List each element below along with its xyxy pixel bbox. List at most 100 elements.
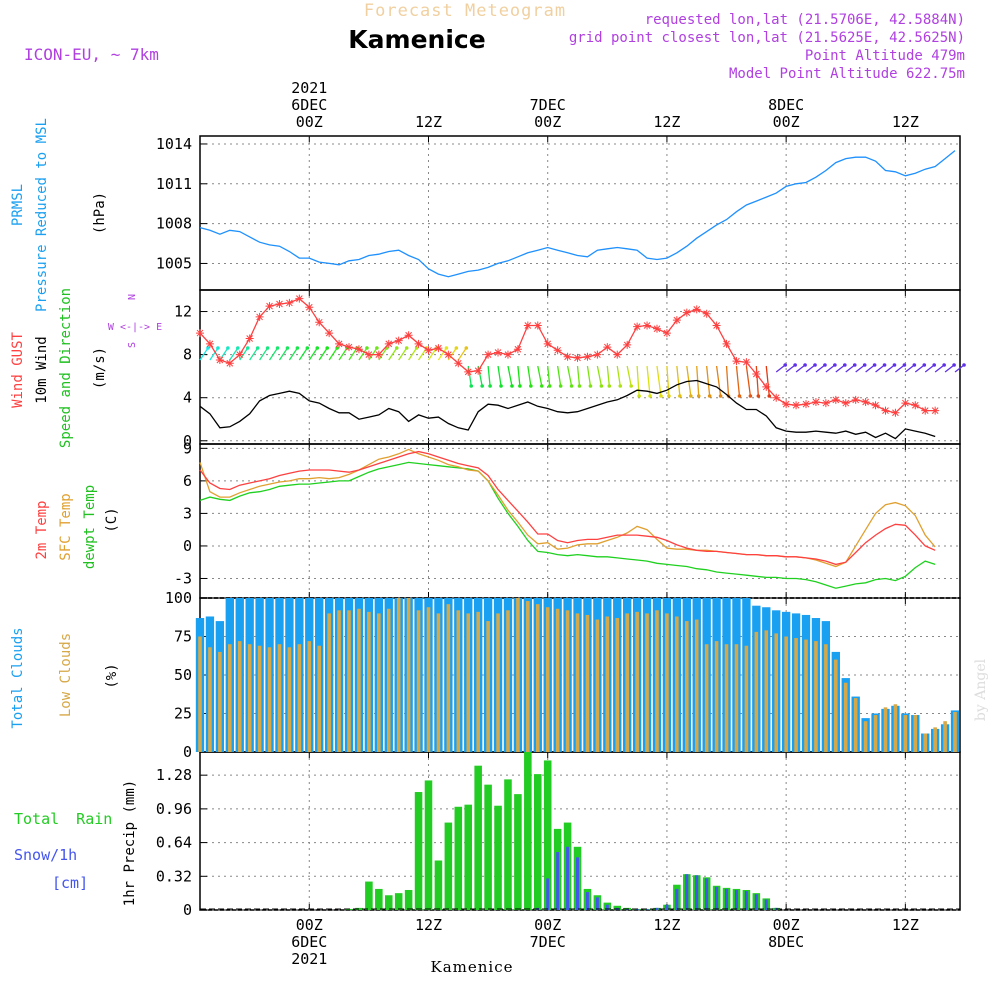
wind-arrow-head	[265, 346, 270, 350]
low-clouds-label: Low Clouds	[58, 633, 74, 717]
wind-arrow-head	[510, 384, 514, 388]
snow-bar	[595, 897, 599, 910]
wind-arrow-head	[629, 384, 633, 388]
wind-arrow-head	[607, 384, 612, 388]
wind-direction-arrow	[924, 364, 935, 373]
clouds-ytick-label: 0	[183, 743, 192, 761]
pressure-label-2: Pressure Reduced to MSL	[34, 118, 50, 312]
wind-arrow-head	[882, 363, 887, 367]
low-cloud-bar	[555, 608, 560, 752]
rain-bar	[394, 893, 403, 910]
snow-bar	[685, 874, 689, 910]
rain-bar	[543, 760, 552, 910]
wind-direction-arrow	[785, 364, 796, 373]
low-cloud-bar	[386, 608, 391, 752]
low-cloud-bar	[863, 721, 868, 752]
gust-marker	[464, 367, 473, 376]
wind-ytick-label: 0	[183, 432, 192, 450]
wind-direction-arrow	[288, 347, 298, 361]
rain-bar	[424, 780, 433, 910]
wind-direction-arrow	[418, 347, 428, 361]
top-time-label: 12Z	[892, 113, 919, 131]
snow-bar	[715, 886, 719, 910]
wind-direction-arrow	[885, 364, 895, 373]
rain-bar	[484, 784, 492, 910]
pressure-ytick-label: 1005	[156, 254, 192, 272]
wind-direction-arrow	[566, 365, 573, 387]
gust-marker	[583, 352, 592, 361]
rain-bar	[365, 881, 373, 910]
snow-bar	[695, 875, 699, 910]
wind-direction-arrow	[358, 347, 368, 361]
gust-marker	[662, 329, 671, 338]
gust-marker	[275, 300, 284, 308]
clouds-ytick-label: 75	[174, 628, 192, 646]
precip-ytick-label: 0.64	[156, 834, 192, 852]
gust-label: Wind GUST	[10, 332, 26, 408]
wind-direction-arrow	[348, 347, 358, 361]
wind-arrow-head	[577, 384, 582, 388]
wind-direction-arrow	[497, 365, 502, 387]
temp-unit: (C)	[104, 507, 120, 532]
low-cloud-bar	[545, 607, 550, 752]
wind-arrow-head	[414, 346, 419, 350]
low-cloud-bar	[277, 644, 282, 752]
precip-axis-label: 1hr Precip (mm)	[122, 780, 138, 906]
gust-marker	[921, 406, 930, 415]
wind-direction-arrow	[735, 365, 741, 397]
bottom-time-label: 00Z	[534, 916, 561, 934]
bottom-time-label: 2021	[291, 950, 327, 968]
gust-marker	[245, 334, 254, 343]
wind-direction-arrow	[865, 364, 876, 373]
clouds-unit: (%)	[104, 663, 120, 688]
bottom-time-label: 00Z	[296, 916, 323, 934]
wind-arrow-head	[942, 363, 946, 367]
wind-arrow-head	[748, 394, 753, 398]
wind-direction-arrow	[427, 347, 438, 361]
low-cloud-bar	[774, 633, 778, 752]
wind-arrow-head	[444, 346, 449, 350]
dewpt-label: dewpt Temp	[82, 485, 98, 569]
gust-marker	[722, 339, 731, 348]
low-cloud-bar	[943, 721, 947, 752]
low-cloud-bar	[466, 613, 471, 752]
wind-arrow-head	[305, 346, 310, 350]
low-cloud-bar	[585, 614, 590, 752]
gust-marker	[712, 321, 721, 330]
low-cloud-bar	[744, 645, 749, 752]
wind-arrow-head	[823, 363, 827, 367]
pressure-unit: (hPa)	[92, 192, 108, 234]
snow-bar	[546, 878, 550, 910]
gust-marker	[802, 400, 811, 409]
snow-bar	[754, 894, 758, 910]
bottom-time-label: 00Z	[773, 916, 800, 934]
bottom-time-label: 8DEC	[768, 933, 804, 951]
wind-direction-arrow	[725, 365, 730, 397]
low-cloud-bar	[903, 715, 908, 752]
low-cloud-bar	[327, 613, 331, 752]
wind-direction-arrow	[517, 365, 521, 387]
top-time-label: 12Z	[653, 113, 680, 131]
low-cloud-bar	[804, 639, 808, 752]
rain-bar	[384, 895, 393, 910]
wind-direction-arrow	[557, 365, 562, 387]
wind-arrow-head	[454, 346, 459, 350]
wind-direction-arrow	[944, 364, 955, 373]
pressure-ytick-label: 1011	[156, 175, 192, 193]
temp-ytick-label: -3	[174, 569, 192, 587]
wind-direction-arrow	[646, 365, 651, 397]
wind-arrow-head	[206, 346, 210, 350]
gust-marker	[414, 339, 423, 348]
point-altitude: Point Altitude 479m	[805, 48, 965, 64]
low-cloud-bar	[814, 641, 818, 752]
wind-arrow-head	[659, 394, 663, 398]
pressure-line	[199, 150, 956, 278]
low-cloud-bar	[257, 645, 262, 752]
wind-ytick-label: 8	[183, 346, 192, 364]
wind-arrow-head	[678, 394, 682, 398]
low-cloud-bar	[436, 613, 441, 752]
wind-direction-arrow	[547, 365, 551, 387]
wind-direction-arrow	[855, 364, 866, 373]
gust-marker	[682, 308, 691, 317]
